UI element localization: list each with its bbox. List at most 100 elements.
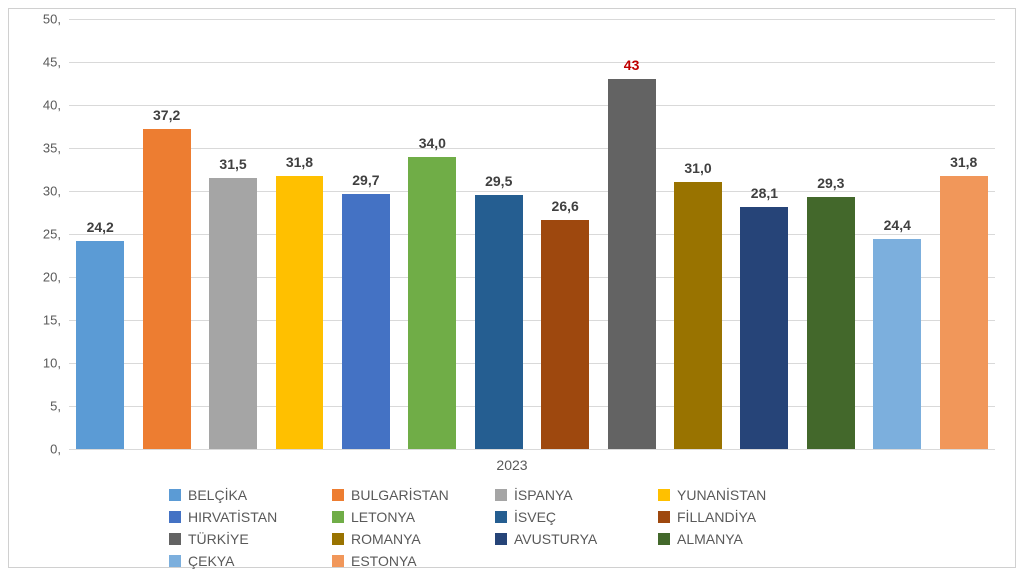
legend-label: ÇEKYA	[188, 553, 234, 569]
legend-label: ALMANYA	[677, 531, 743, 547]
legend-label: YUNANİSTAN	[677, 487, 766, 503]
bar-wrap: 31,8	[936, 19, 990, 449]
y-axis-label: 20,	[29, 270, 61, 285]
legend-swatch	[658, 533, 670, 545]
legend-label: HIRVATİSTAN	[188, 509, 277, 525]
legend-item: FİLLANDİYA	[658, 509, 813, 525]
y-axis-label: 15,	[29, 313, 61, 328]
bar-value-label: 29,7	[339, 172, 393, 188]
legend-item: ESTONYA	[332, 553, 487, 569]
legend-item: LETONYA	[332, 509, 487, 525]
legend-swatch	[495, 489, 507, 501]
bar-value-label: 29,3	[804, 175, 858, 191]
bar-value-label: 31,0	[671, 160, 725, 176]
legend-item: ALMANYA	[658, 531, 813, 547]
legend-item: İSVEÇ	[495, 509, 650, 525]
bar	[408, 157, 456, 449]
legend-label: BELÇİKA	[188, 487, 247, 503]
bar	[342, 194, 390, 449]
bar-wrap: 28,1	[737, 19, 791, 449]
bar	[76, 241, 124, 449]
bar	[475, 195, 523, 449]
legend-item: İSPANYA	[495, 487, 650, 503]
bars-row: 24,2 37,2 31,5 31,8 29,7 34,0 29,5 26,6 43 31,0 28…	[69, 19, 995, 449]
legend-swatch	[332, 511, 344, 523]
legend-item: ROMANYA	[332, 531, 487, 547]
legend-swatch	[332, 489, 344, 501]
bar-wrap: 31,0	[671, 19, 725, 449]
bar-wrap: 29,3	[804, 19, 858, 449]
legend-swatch	[169, 555, 181, 567]
bar-wrap: 24,4	[870, 19, 924, 449]
y-axis-label: 10,	[29, 356, 61, 371]
legend-item: AVUSTURYA	[495, 531, 650, 547]
bar-value-label: 29,5	[472, 173, 526, 189]
bar-value-label: 28,1	[737, 185, 791, 201]
bar-value-label: 34,0	[405, 135, 459, 151]
bar	[807, 197, 855, 449]
bar-wrap: 29,5	[472, 19, 526, 449]
grid-line	[69, 449, 995, 450]
legend-label: İSPANYA	[514, 487, 573, 503]
y-axis-label: 25,	[29, 227, 61, 242]
bar	[674, 182, 722, 449]
legend-item: HIRVATİSTAN	[169, 509, 324, 525]
bar-wrap: 26,6	[538, 19, 592, 449]
bar-value-label: 31,8	[936, 154, 990, 170]
legend-swatch	[495, 511, 507, 523]
bar	[541, 220, 589, 449]
bar-value-label: 31,5	[206, 156, 260, 172]
legend-label: AVUSTURYA	[514, 531, 597, 547]
bar-wrap: 29,7	[339, 19, 393, 449]
y-axis-label: 45,	[29, 55, 61, 70]
bar-value-label: 37,2	[139, 107, 193, 123]
bar-wrap: 24,2	[73, 19, 127, 449]
bar-wrap: 37,2	[139, 19, 193, 449]
legend-label: LETONYA	[351, 509, 415, 525]
legend-item: TÜRKİYE	[169, 531, 324, 547]
y-axis-label: 5,	[29, 399, 61, 414]
bar	[276, 176, 324, 449]
bar-value-label: 26,6	[538, 198, 592, 214]
legend-swatch	[495, 533, 507, 545]
legend-label: FİLLANDİYA	[677, 509, 756, 525]
legend-item: BELÇİKA	[169, 487, 324, 503]
legend-item: YUNANİSTAN	[658, 487, 813, 503]
legend-swatch	[332, 555, 344, 567]
y-axis-label: 50,	[29, 12, 61, 27]
legend-label: TÜRKİYE	[188, 531, 249, 547]
y-axis-label: 35,	[29, 141, 61, 156]
legend-label: ESTONYA	[351, 553, 417, 569]
bar	[608, 79, 656, 449]
bar	[143, 129, 191, 449]
legend-item: BULGARİSTAN	[332, 487, 487, 503]
legend-swatch	[658, 489, 670, 501]
bar	[873, 239, 921, 449]
bar	[740, 207, 788, 449]
chart-container: 24,2 37,2 31,5 31,8 29,7 34,0 29,5 26,6 43 31,0 28…	[8, 8, 1016, 568]
bar-value-label: 24,4	[870, 217, 924, 233]
legend-item: ÇEKYA	[169, 553, 324, 569]
legend-label: BULGARİSTAN	[351, 487, 449, 503]
bar	[209, 178, 257, 449]
plot-area: 24,2 37,2 31,5 31,8 29,7 34,0 29,5 26,6 43 31,0 28…	[69, 19, 995, 449]
legend-swatch	[169, 511, 181, 523]
bar-wrap: 31,8	[272, 19, 326, 449]
legend-swatch	[169, 533, 181, 545]
y-axis-label: 0,	[29, 442, 61, 457]
bar-wrap: 34,0	[405, 19, 459, 449]
y-axis-label: 30,	[29, 184, 61, 199]
legend: BELÇİKA BULGARİSTAN İSPANYA YUNANİSTAN HIRVA…	[169, 487, 955, 569]
bar	[940, 176, 988, 449]
legend-swatch	[169, 489, 181, 501]
y-axis-label: 40,	[29, 98, 61, 113]
bar-wrap: 31,5	[206, 19, 260, 449]
bar-wrap: 43	[604, 19, 658, 449]
bar-value-label: 24,2	[73, 219, 127, 235]
bar-value-label: 31,8	[272, 154, 326, 170]
bar-value-label: 43	[604, 57, 658, 73]
legend-label: İSVEÇ	[514, 509, 556, 525]
legend-swatch	[332, 533, 344, 545]
x-axis-title: 2023	[9, 457, 1015, 473]
legend-label: ROMANYA	[351, 531, 421, 547]
